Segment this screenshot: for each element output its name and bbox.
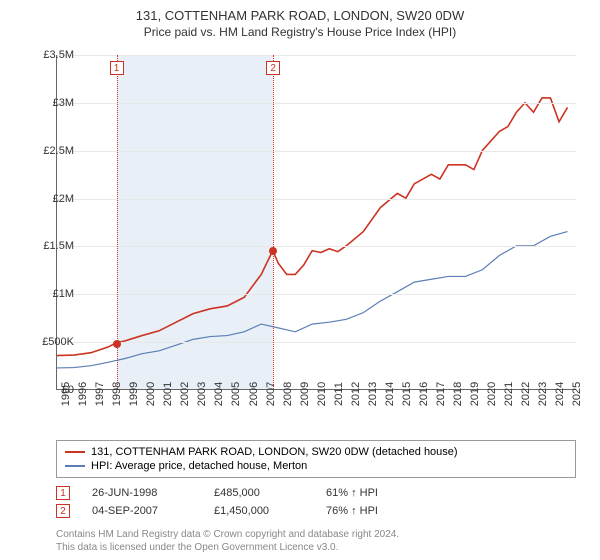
x-axis-label: 2017 [435,382,447,406]
tx-price: £1,450,000 [214,505,304,517]
tx-price: £485,000 [214,487,304,499]
page-title: 131, COTTENHAM PARK ROAD, LONDON, SW20 0… [0,8,600,23]
x-axis-label: 2006 [248,382,260,406]
title-block: 131, COTTENHAM PARK ROAD, LONDON, SW20 0… [0,0,600,39]
x-axis-label: 2021 [503,382,515,406]
footer-line1: Contains HM Land Registry data © Crown c… [56,528,399,541]
x-axis-label: 2022 [520,382,532,406]
chart-marker-box: 1 [110,61,124,75]
chart-marker-box: 2 [266,61,280,75]
x-axis-label: 2004 [213,382,225,406]
y-axis-label: £1.5M [43,240,74,252]
legend-swatch-price [65,451,85,453]
legend-item-hpi: HPI: Average price, detached house, Mert… [65,459,567,473]
x-axis-label: 2000 [145,382,157,406]
legend-item-price: 131, COTTENHAM PARK ROAD, LONDON, SW20 0… [65,445,567,459]
x-axis-label: 2010 [316,382,328,406]
x-axis-label: 2024 [554,382,566,406]
footer-line2: This data is licensed under the Open Gov… [56,541,399,554]
legend-box: 131, COTTENHAM PARK ROAD, LONDON, SW20 0… [56,440,576,478]
y-axis-label: £2.5M [43,145,74,157]
y-axis-label: £3.5M [43,49,74,61]
transaction-row: 2 04-SEP-2007 £1,450,000 76% ↑ HPI [56,502,426,520]
x-axis-label: 1996 [77,382,89,406]
x-axis-label: 2018 [452,382,464,406]
y-axis-label: £500K [42,336,74,348]
x-axis-label: 2016 [418,382,430,406]
transaction-table: 1 26-JUN-1998 £485,000 61% ↑ HPI 2 04-SE… [56,484,426,520]
series-line-price [57,98,568,356]
x-axis-label: 2020 [486,382,498,406]
tx-pct: 61% ↑ HPI [326,487,426,499]
chart-marker-dot [269,247,277,255]
chart-lines-svg [57,55,576,389]
x-axis-label: 2002 [179,382,191,406]
x-axis-label: 1997 [94,382,106,406]
x-axis-label: 2008 [282,382,294,406]
x-axis-label: 1995 [60,382,72,406]
tx-pct: 76% ↑ HPI [326,505,426,517]
x-axis-label: 2019 [469,382,481,406]
x-axis-label: 2012 [350,382,362,406]
x-axis-label: 2025 [571,382,583,406]
tx-date: 26-JUN-1998 [92,487,192,499]
chart-marker-dot [113,340,121,348]
x-axis-label: 1998 [111,382,123,406]
x-axis-label: 2013 [367,382,379,406]
footer-attribution: Contains HM Land Registry data © Crown c… [56,528,399,554]
legend-swatch-hpi [65,465,85,467]
chart-container: 131, COTTENHAM PARK ROAD, LONDON, SW20 0… [0,0,600,560]
x-axis-label: 1999 [128,382,140,406]
legend-label-price: 131, COTTENHAM PARK ROAD, LONDON, SW20 0… [91,446,458,458]
page-subtitle: Price paid vs. HM Land Registry's House … [0,25,600,39]
x-axis-label: 2014 [384,382,396,406]
y-axis-label: £1M [53,288,74,300]
y-axis-label: £3M [53,97,74,109]
transaction-row: 1 26-JUN-1998 £485,000 61% ↑ HPI [56,484,426,502]
x-axis-label: 2011 [333,382,345,406]
x-axis-label: 2001 [162,382,174,406]
chart-plot-area: 12 [56,55,576,390]
marker-box-1: 1 [56,486,70,500]
x-axis-label: 2003 [196,382,208,406]
y-axis-label: £2M [53,193,74,205]
marker-box-2: 2 [56,504,70,518]
x-axis-label: 2005 [230,382,242,406]
x-axis-label: 2007 [265,382,277,406]
tx-date: 04-SEP-2007 [92,505,192,517]
legend-label-hpi: HPI: Average price, detached house, Mert… [91,460,307,472]
x-axis-label: 2015 [401,382,413,406]
x-axis-label: 2023 [537,382,549,406]
x-axis-label: 2009 [299,382,311,406]
